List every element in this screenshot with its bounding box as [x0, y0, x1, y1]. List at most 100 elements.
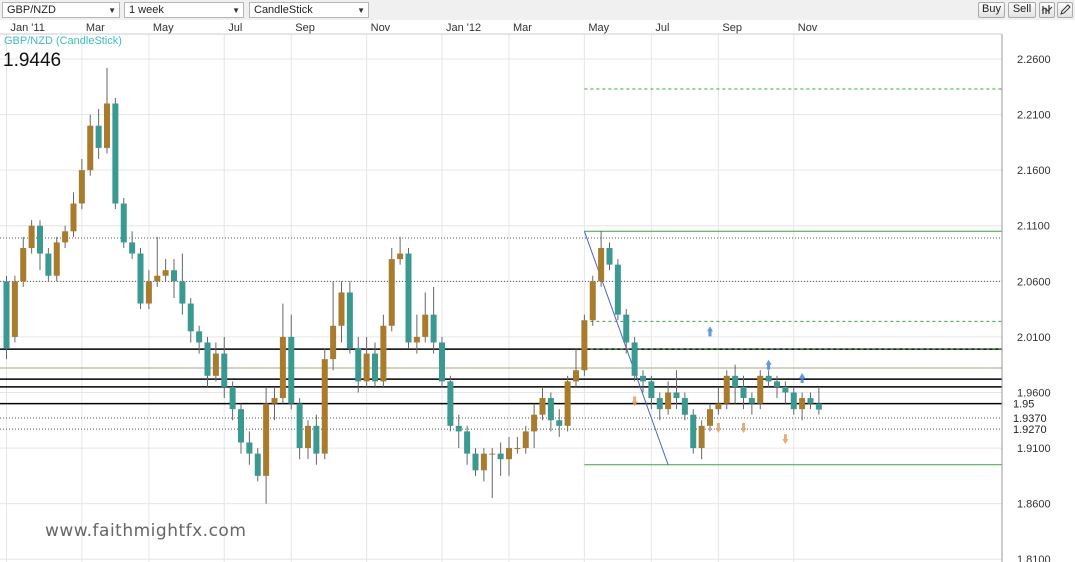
candle-body-22: [187, 303, 194, 332]
candle-body-7: [62, 231, 69, 243]
level-label-2: 1.9270: [1013, 424, 1047, 436]
buy-button[interactable]: Buy: [978, 2, 1005, 18]
candle-body-69: [581, 320, 588, 371]
arrow-up-icon-2: [799, 373, 806, 384]
y-tick-label-8: 1.8600: [1017, 499, 1051, 511]
candle-body-55: [464, 431, 471, 454]
indicator-icon: [1041, 5, 1053, 14]
candle-body-77: [648, 381, 655, 399]
candle-body-60: [506, 448, 512, 460]
candle-body-93: [782, 386, 789, 393]
arrow-up-icon-1: [765, 359, 772, 370]
candle-body-31: [263, 403, 270, 476]
arrow-up-icon-0: [707, 326, 713, 337]
candle-body-51: [430, 314, 437, 343]
candle-body-42: [355, 348, 362, 382]
horizontal-levels: [0, 88, 1002, 466]
candle-body-15: [129, 242, 136, 254]
arrow-markers: [631, 326, 806, 445]
candle-body-84: [707, 409, 713, 426]
period-select[interactable]: 1 week ▼: [124, 2, 244, 18]
candle-body-50: [422, 314, 429, 337]
period-select-value: 1 week: [129, 4, 164, 16]
candle-body-23: [196, 331, 203, 343]
candle-body-25: [212, 353, 219, 376]
candle-body-85: [715, 403, 722, 410]
chevron-down-icon: ▼: [357, 6, 365, 15]
x-axis-labels: Jan '11 Mar May Jul Sep Nov Jan '12 Mar May Jul Se…: [11, 22, 818, 34]
level-label-1: 1.9370: [1013, 413, 1047, 425]
candle-body-91: [765, 375, 772, 382]
candle-body-54: [455, 425, 462, 432]
candle-body-66: [556, 420, 563, 426]
x-tick-label-0: Jan '11: [11, 22, 45, 34]
candle-body-5: [45, 253, 52, 276]
candle-body-82: [690, 414, 697, 449]
candle-body-97: [815, 403, 822, 410]
y-tick-label-4: 2.0600: [1017, 276, 1051, 288]
x-tick-label-11: Nov: [798, 22, 818, 34]
x-tick-label-10: Sep: [722, 22, 742, 34]
candle-body-43: [363, 353, 370, 382]
candle-body-59: [497, 453, 504, 460]
candle-body-26: [221, 353, 228, 387]
arrow-down-icon-4: [715, 423, 722, 434]
arrow-down-icon-5: [740, 423, 747, 434]
y-axis-labels: 2.2600 2.2100 2.1600 2.1100 2.0600 2.0100 1.96…: [1017, 54, 1051, 562]
x-tick-label-3: Jul: [228, 22, 242, 34]
candle-body-13: [112, 103, 119, 204]
candle-body-28: [238, 409, 244, 443]
x-tick-label-1: Mar: [86, 22, 105, 34]
draw-button[interactable]: [1057, 2, 1073, 18]
candle-body-11: [95, 125, 102, 148]
y-tick-label-9: 1.8100: [1017, 554, 1051, 562]
candle-body-83: [698, 425, 705, 449]
candle-body-64: [539, 398, 546, 415]
candle-body-62: [522, 431, 529, 449]
indicator-button[interactable]: [1039, 2, 1055, 18]
candle-body-4: [37, 225, 43, 254]
candle-body-40: [338, 292, 345, 326]
candle-body-92: [774, 381, 780, 387]
chart-background: [0, 20, 1075, 562]
candle-body-67: [564, 381, 571, 426]
chevron-down-icon: ▼: [108, 6, 116, 15]
candle-body-96: [807, 398, 814, 404]
candle-body-16: [137, 253, 144, 304]
candle-body-37: [313, 425, 320, 454]
candle-body-72: [606, 247, 613, 265]
candle-body-36: [305, 425, 311, 449]
candle-body-76: [640, 375, 646, 382]
candle-body-90: [757, 375, 764, 404]
candle-body-49: [413, 336, 420, 343]
sell-button[interactable]: Sell: [1008, 2, 1036, 18]
symbol-select[interactable]: GBP/NZD ▼: [2, 2, 120, 18]
candle-body-68: [573, 370, 579, 382]
candle-body-73: [614, 264, 621, 315]
chart-type-select[interactable]: CandleStick ▼: [249, 2, 369, 18]
candle-body-30: [254, 453, 261, 476]
candle-body-58: [489, 453, 496, 455]
x-tick-label-4: Sep: [295, 22, 315, 34]
candles: [3, 67, 822, 504]
candle-body-53: [447, 381, 454, 426]
candle-body-24: [204, 342, 211, 376]
candlestick-chart[interactable]: Jan '11 Mar May Jul Sep Nov Jan '12 Mar May Jul Se…: [0, 20, 1075, 562]
arrow-down-icon-6: [782, 434, 789, 445]
x-tick-label-6: Jan '12: [446, 22, 481, 34]
candle-body-33: [279, 336, 286, 399]
candle-body-12: [104, 103, 110, 148]
y-tick-label-5: 2.0100: [1017, 332, 1051, 344]
series-label: GBP/NZD (CandleStick): [4, 35, 122, 47]
candle-body-52: [439, 342, 445, 382]
candle-body-57: [480, 453, 487, 471]
last-price: 1.9446: [3, 50, 61, 71]
candle-body-81: [681, 398, 688, 415]
candle-body-94: [790, 392, 797, 410]
candle-body-29: [246, 442, 253, 454]
x-tick-label-8: May: [588, 22, 609, 34]
candle-body-27: [229, 386, 236, 410]
candle-body-79: [665, 392, 672, 410]
candle-body-89: [748, 398, 755, 404]
y-tick-label-0: 2.2600: [1017, 54, 1051, 66]
